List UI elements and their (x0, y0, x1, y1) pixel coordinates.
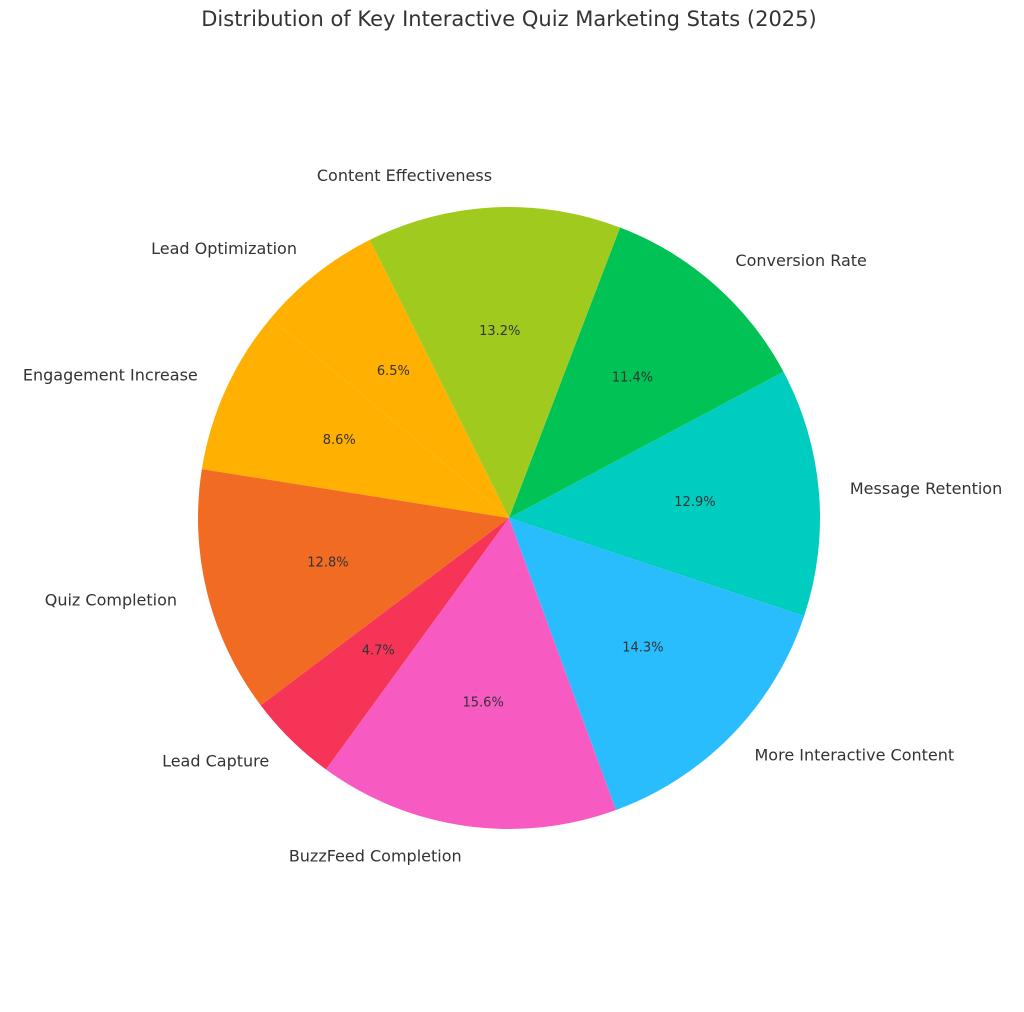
pie-slice (260, 518, 509, 770)
pie-slice (270, 239, 509, 518)
pie-slice (326, 518, 616, 829)
slice-percent: 12.8% (307, 556, 348, 571)
slice-percent: 14.3% (622, 640, 663, 655)
slice-label: BuzzFeed Completion (289, 846, 462, 865)
pie-slice (509, 371, 821, 617)
slice-percent: 12.9% (674, 495, 715, 510)
slice-label: Conversion Rate (735, 251, 866, 270)
slice-label: Message Retention (850, 479, 1002, 498)
slice-label: Engagement Increase (23, 366, 198, 385)
chart-title: Distribution of Key Interactive Quiz Mar… (201, 7, 816, 31)
pie-slice (369, 206, 621, 518)
slice-label: Content Effectiveness (317, 166, 492, 185)
pie-slice (197, 469, 509, 706)
slice-label: Lead Capture (162, 752, 269, 771)
pie-slice (509, 518, 805, 811)
slice-percent: 6.5% (377, 364, 410, 379)
slice-percent: 15.6% (463, 695, 504, 710)
slice-percent: 13.2% (479, 324, 520, 339)
slice-label: Lead Optimization (151, 239, 297, 258)
slice-label: Quiz Completion (45, 590, 177, 609)
pie-slice (201, 318, 509, 518)
pie-slice (509, 227, 784, 518)
slice-percent: 4.7% (362, 644, 395, 659)
slice-percent: 8.6% (323, 433, 356, 448)
slice-label: More Interactive Content (755, 746, 955, 765)
slice-percent: 11.4% (612, 371, 653, 386)
